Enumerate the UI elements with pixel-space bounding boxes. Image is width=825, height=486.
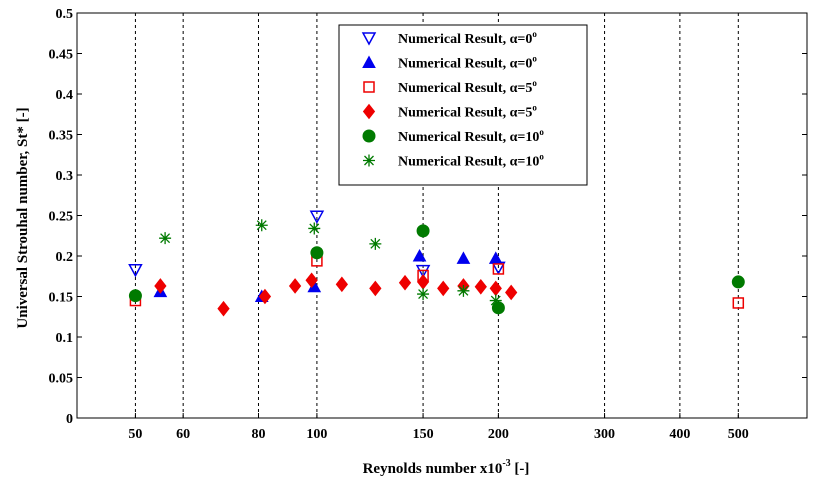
data-point-diamond-filled bbox=[258, 288, 272, 305]
data-point-star bbox=[457, 284, 470, 297]
data-point-star bbox=[489, 294, 502, 307]
legend-marker-star bbox=[363, 154, 375, 167]
data-point-diamond-filled bbox=[474, 278, 487, 295]
data-point-star bbox=[308, 222, 321, 235]
data-point-diamond-filled bbox=[505, 284, 518, 301]
x-axis-title: Reynolds number x10-3 [-] bbox=[363, 458, 530, 477]
legend-alpha: α bbox=[510, 130, 518, 145]
legend-label: Numerical Result, bbox=[398, 57, 510, 72]
legend-entry: Numerical Result, α=0o bbox=[398, 29, 537, 47]
legend-degree: o bbox=[532, 103, 537, 113]
data-point-circle-filled bbox=[416, 224, 430, 238]
legend-entry: Numerical Result, α=0o bbox=[398, 54, 537, 72]
legend-marker-square-open bbox=[363, 81, 375, 93]
y-tick-label: 0.5 bbox=[56, 7, 74, 22]
data-point-triangle-down-open bbox=[309, 210, 325, 224]
x-axis-title-main: Reynolds number x10 bbox=[363, 461, 503, 477]
legend-label: Numerical Result, bbox=[398, 106, 510, 121]
legend-marker-circle-filled bbox=[362, 129, 376, 143]
y-tick-label: 0.1 bbox=[56, 331, 74, 346]
x-tick-label: 50 bbox=[128, 427, 142, 442]
data-point-diamond-filled bbox=[217, 300, 230, 317]
data-point-star bbox=[369, 237, 382, 250]
data-point-circle-filled bbox=[310, 246, 324, 260]
y-axis-title: Universal Strouhal number, St* [-] bbox=[15, 107, 31, 328]
y-tick-label: 0.25 bbox=[49, 210, 74, 225]
data-points bbox=[128, 210, 745, 317]
data-point-star bbox=[255, 219, 268, 232]
legend-degree: o bbox=[532, 54, 537, 64]
data-point-diamond-filled bbox=[416, 274, 430, 290]
y-tick-label: 0.3 bbox=[56, 169, 74, 184]
data-point-diamond-filled bbox=[288, 278, 302, 294]
data-point-diamond-filled bbox=[398, 274, 412, 291]
data-point-circle-filled bbox=[128, 289, 142, 303]
legend-box bbox=[338, 24, 588, 186]
legend-label: Numerical Result, bbox=[398, 155, 510, 170]
x-axis-title-unit: [-] bbox=[511, 461, 530, 477]
data-point-square-open bbox=[492, 263, 505, 275]
y-tick-label: 0.45 bbox=[49, 48, 74, 63]
legend-marker-diamond-filled bbox=[362, 103, 376, 120]
legend-alpha: α bbox=[510, 155, 518, 170]
legend-alpha-value: =0 bbox=[517, 57, 532, 72]
legend-alpha-value: =5 bbox=[517, 106, 532, 121]
data-point-square-open bbox=[732, 297, 745, 309]
data-point-triangle-up-filled bbox=[456, 251, 471, 264]
x-tick-label: 150 bbox=[413, 427, 434, 442]
grid-lines bbox=[134, 13, 739, 418]
y-tick-label: 0.4 bbox=[56, 88, 74, 103]
legend-label: Numerical Result, bbox=[398, 130, 510, 145]
legend-degree: o bbox=[532, 29, 537, 39]
y-tick-label: 0.35 bbox=[49, 129, 74, 144]
x-tick-label: 400 bbox=[669, 427, 690, 442]
x-axis-title-exponent: -3 bbox=[502, 458, 510, 469]
legend-alpha: α bbox=[510, 106, 518, 121]
legend-degree: o bbox=[539, 152, 544, 162]
x-tick-label: 80 bbox=[251, 427, 265, 442]
legend-degree: o bbox=[532, 78, 537, 88]
x-tick-label: 60 bbox=[176, 427, 190, 442]
axis-ticks: 50 60 80 100 150 200 300 400 500 0 0.05 0.1 0.15 0.2 0… bbox=[49, 7, 807, 442]
y-tick-label: 0.15 bbox=[49, 291, 74, 306]
legend-degree: o bbox=[539, 127, 544, 137]
y-tick-label: 0.05 bbox=[49, 372, 74, 387]
x-tick-label: 300 bbox=[594, 427, 615, 442]
legend-alpha-value: =5 bbox=[517, 81, 532, 96]
y-tick-label: 0 bbox=[66, 412, 73, 427]
data-point-triangle-up-filled bbox=[488, 251, 503, 264]
legend-alpha: α bbox=[510, 32, 518, 47]
data-point-diamond-filled bbox=[335, 276, 349, 293]
x-tick-label: 100 bbox=[306, 427, 327, 442]
legend-alpha-value: =0 bbox=[517, 32, 532, 47]
legend-entry: Numerical Result, α=5o bbox=[398, 103, 537, 121]
data-point-diamond-filled bbox=[305, 272, 318, 289]
legend-marker-triangle-down-open bbox=[361, 32, 377, 46]
legend-label: Numerical Result, bbox=[398, 81, 510, 96]
x-tick-label: 500 bbox=[728, 427, 749, 442]
x-tick-label: 200 bbox=[488, 427, 509, 442]
data-point-diamond-filled bbox=[369, 280, 382, 297]
data-point-triangle-down-open bbox=[128, 264, 143, 278]
data-point-star bbox=[159, 232, 172, 245]
legend-marker-triangle-up-filled bbox=[362, 55, 376, 68]
legend-alpha-value: =10 bbox=[517, 155, 539, 170]
legend-alpha-value: =10 bbox=[517, 130, 539, 145]
legend-alpha: α bbox=[510, 81, 518, 96]
y-tick-label: 0.2 bbox=[56, 250, 74, 265]
legend-label: Numerical Result, bbox=[398, 32, 510, 47]
data-point-diamond-filled bbox=[437, 280, 450, 297]
data-point-triangle-up-filled bbox=[412, 248, 427, 262]
legend-entry: Numerical Result, α=10o bbox=[398, 152, 544, 170]
legend-entry: Numerical Result, α=5o bbox=[398, 78, 537, 96]
data-point-star bbox=[417, 288, 430, 301]
data-point-diamond-filled bbox=[154, 278, 167, 294]
legend-entry: Numerical Result, α=10o bbox=[398, 127, 544, 145]
data-point-circle-filled bbox=[731, 275, 745, 289]
data-point-diamond-filled bbox=[489, 280, 502, 297]
legend-alpha: α bbox=[510, 57, 518, 72]
